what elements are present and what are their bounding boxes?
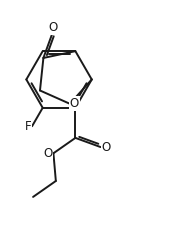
Text: F: F [25, 120, 31, 133]
Text: O: O [43, 147, 53, 160]
Text: O: O [102, 141, 111, 153]
Text: O: O [48, 21, 57, 34]
Text: O: O [70, 97, 79, 110]
